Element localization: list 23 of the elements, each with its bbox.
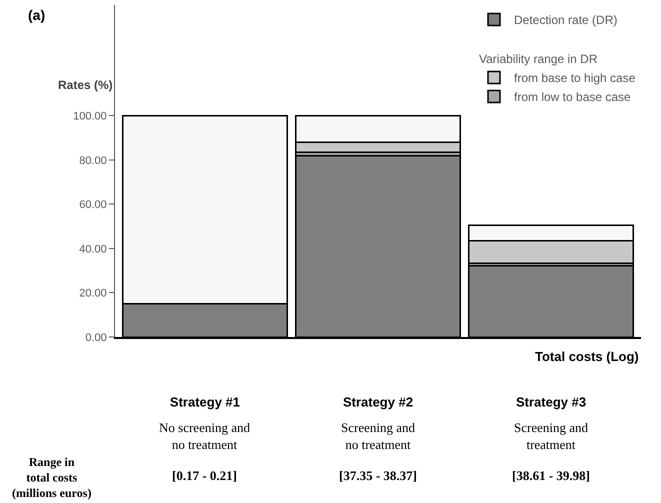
y-axis-title: Rates (%) [58,78,113,92]
legend-label: from low to base case [514,90,632,104]
y-tick-label: 60.00 [79,199,107,212]
text: No screening and no treatment [159,420,250,452]
x-tick-label: Strategy #2 [342,394,414,410]
legend-label: Detection rate (DR) [514,13,618,28]
text: Screening and treatment [514,420,588,452]
y-tick-label: 20.00 [79,288,107,300]
text: Screening and no treatment [341,420,416,452]
y-tick-label: 80.00 [79,154,107,167]
text: [37.35 - 38.37] [339,468,417,483]
x-tick-label: Strategy #1 [170,394,240,410]
text: [0.17 - 0.21] [172,468,237,483]
text: Range in total costs (millions euros) [12,455,92,500]
x-axis-title: Total costs (Log) [535,349,639,364]
y-tick-label: 0.00 [85,332,107,344]
text: [38.61 - 39.98] [512,468,590,483]
y-tick-label: 40.00 [79,243,107,256]
chart-title: (a) [28,7,46,23]
x-tick-label: Strategy #3 [516,394,586,410]
legend-title: Variability range in DR [479,52,598,66]
y-tick-label: 100.00 [73,110,107,123]
legend-label: from base to high case [514,71,636,86]
